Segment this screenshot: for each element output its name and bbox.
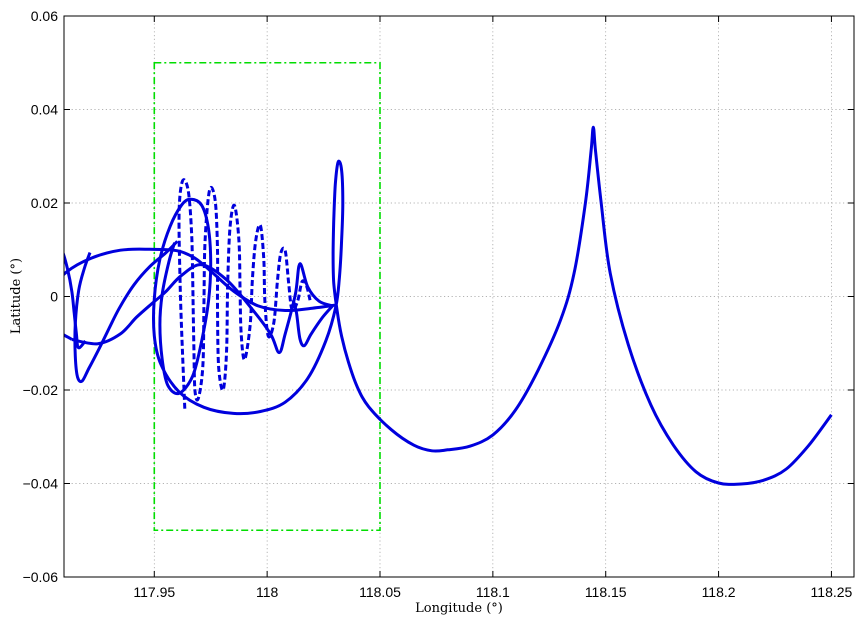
x-tick-label: 118.15 [585,584,627,600]
y-tick-label: −0.02 [23,382,59,398]
region-box-layer [153,61,381,532]
x-axis-label: Longitude (°) [415,601,503,616]
x-tick-label: 117.95 [133,584,175,600]
trajectory-line [152,125,833,486]
y-tick-label: 0.02 [31,195,58,211]
axis-ticks: 117.95 118 118.05 118.1 118.15 118.2 118.25 −0.… [23,8,854,600]
x-tick-label: 118.25 [811,584,853,600]
trajectory-line [64,251,87,350]
region-box [153,61,381,532]
x-tick-label: 118.1 [476,584,510,600]
y-tick-label: −0.06 [23,569,59,585]
trajectory-line [64,247,338,341]
y-tick-label: 0.04 [31,102,58,118]
trajectory-line [291,299,334,348]
trajectory-line [73,240,179,384]
y-axis-label: Latitude (°) [9,258,24,334]
y-tick-label: 0.06 [31,8,58,24]
dashed-trajectory-line [177,178,312,409]
x-tick-label: 118.2 [702,584,736,600]
y-tick-label: −0.04 [23,476,59,492]
y-tick-label: 0 [50,289,58,305]
x-tick-label: 118.05 [359,584,401,600]
trajectory-layer [64,125,833,486]
x-tick-label: 118 [256,584,279,600]
